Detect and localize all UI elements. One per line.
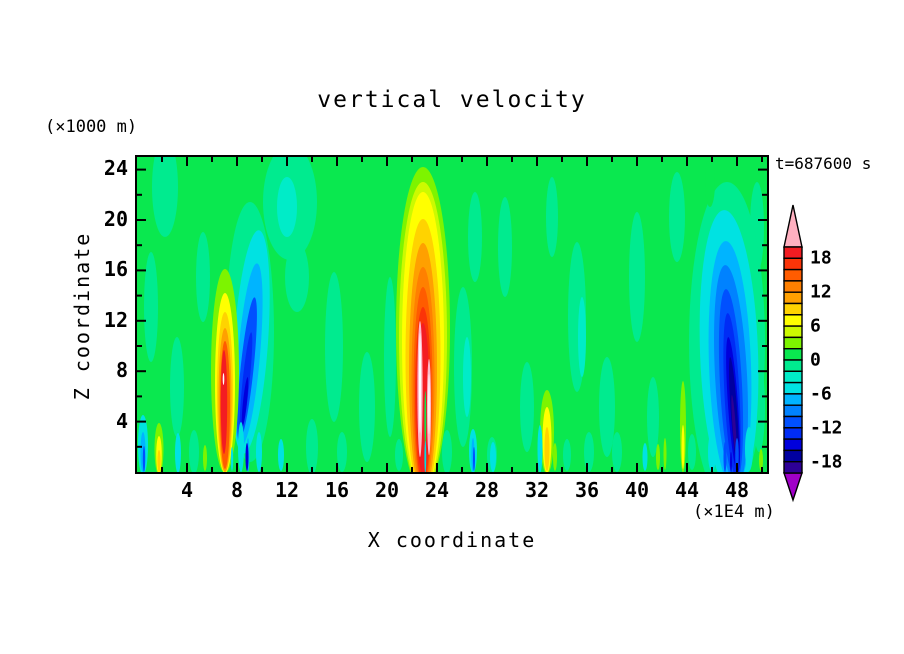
colorbar-tick-label: -12 [810,417,843,439]
x-tick-label: 44 [674,478,700,502]
colorbar-tick-label: 18 [810,247,832,269]
colorbar-tick-label: -18 [810,451,843,473]
x-axis-title: X coordinate [367,528,537,552]
y-tick-label: 12 [103,307,128,332]
colorbar-above-range-arrow [783,204,803,248]
colorbar-segments [783,246,803,474]
x-tick-label: 40 [624,478,650,502]
y-tick-label: 4 [115,408,128,433]
x-tick-label: 32 [524,478,550,502]
contour-plot-area [135,155,769,474]
x-tick-label: 4 [180,478,194,502]
colorbar-tick-label: 12 [810,281,832,303]
contour-field [137,157,767,472]
x-tick-label: 8 [230,478,244,502]
x-axis-unit: (×1E4 m) [693,502,775,522]
y-tick-label: 20 [103,206,128,231]
y-tick-label: 16 [103,257,128,281]
x-tick-label: 48 [724,478,750,502]
colorbar-tick-label: -6 [810,383,832,405]
x-tick-label: 16 [324,478,350,502]
colorbar [783,204,803,503]
x-tick-label: 36 [574,478,600,502]
x-tick-label: 24 [424,478,450,502]
colorbar-tick-label: 6 [810,315,821,337]
x-tick-label: 20 [374,478,400,502]
x-tick-label: 12 [274,478,300,502]
y-axis-unit: (×1000 m) [45,117,138,137]
y-tick-label: 24 [103,156,128,180]
x-tick-label: 28 [474,478,500,502]
colorbar-tick-label: 0 [810,349,821,371]
y-tick-label: 8 [115,358,128,382]
colorbar-below-range-arrow [783,472,803,503]
chart-title: vertical velocity [317,87,587,113]
time-label: t=687600 s [775,154,872,173]
